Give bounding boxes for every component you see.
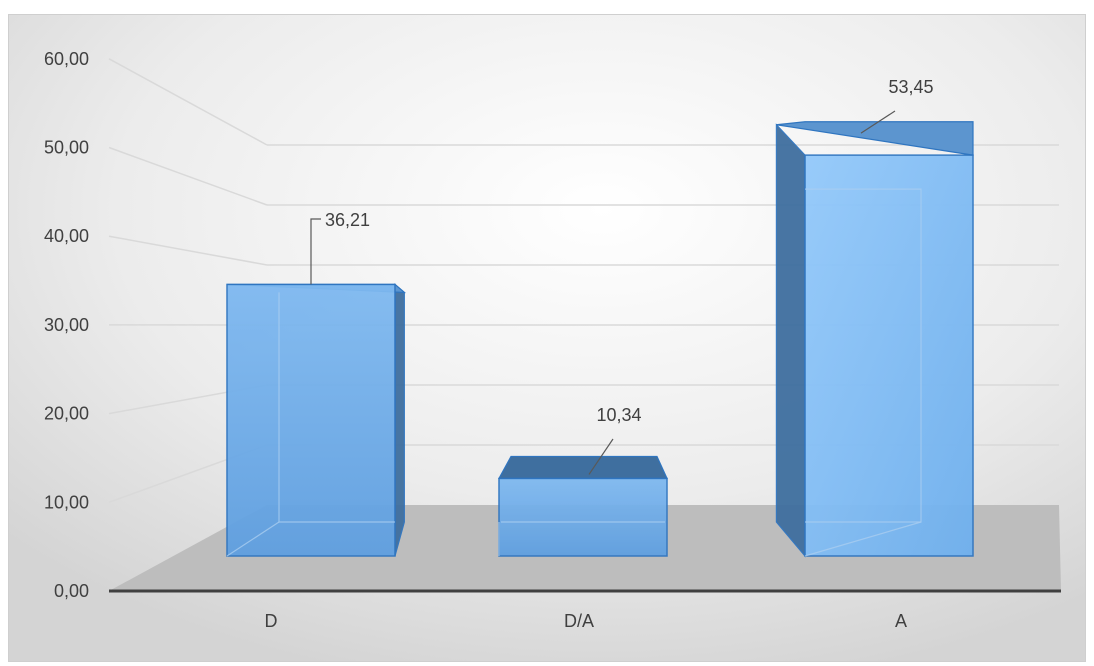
bar-inner-edge [226, 521, 280, 557]
x-tick-label: A [895, 611, 907, 631]
chart-frame: 36,21 10,34 53,45 0,00 10,00 20,00 30,00 40,00… [8, 14, 1086, 662]
y-tick-label: 40,00 [44, 226, 89, 246]
bar [226, 283, 407, 557]
y-tick-label: 60,00 [44, 49, 89, 69]
bar [497, 455, 668, 557]
side-gridline [108, 58, 268, 146]
y-tick-label: 50,00 [44, 138, 89, 158]
bar-top [776, 121, 974, 156]
y-tick-label: 10,00 [44, 492, 89, 512]
bar-front [226, 283, 396, 557]
bar-front [804, 154, 974, 557]
y-tick-label: 0,00 [54, 581, 89, 601]
x-axis: D D/A A [109, 589, 1061, 631]
bars [226, 121, 974, 558]
bar-inner-edge [805, 188, 922, 523]
bar [775, 121, 974, 558]
data-labels: 36,21 10,34 53,45 [310, 77, 934, 475]
data-label: 10,34 [596, 405, 641, 425]
side-gridline [108, 146, 268, 206]
bar-chart: 36,21 10,34 53,45 0,00 10,00 20,00 30,00 40,00… [9, 15, 1085, 661]
x-tick-label: D/A [564, 611, 594, 631]
x-tick-label: D [265, 611, 278, 631]
side-gridline [108, 235, 268, 266]
bar-front [498, 477, 668, 557]
bar-top [497, 455, 668, 480]
data-label: 53,45 [888, 77, 933, 97]
data-label-leader [310, 218, 321, 285]
y-tick-label: 20,00 [44, 404, 89, 424]
y-tick-label: 30,00 [44, 315, 89, 335]
data-label-leader [860, 110, 896, 134]
bar-side [394, 283, 405, 557]
bar-side [775, 123, 806, 558]
data-label: 36,21 [325, 210, 370, 230]
y-axis: 0,00 10,00 20,00 30,00 40,00 50,00 60,00 [44, 49, 89, 601]
bar-inner-edge [804, 521, 922, 557]
data-label-leader [588, 438, 614, 475]
